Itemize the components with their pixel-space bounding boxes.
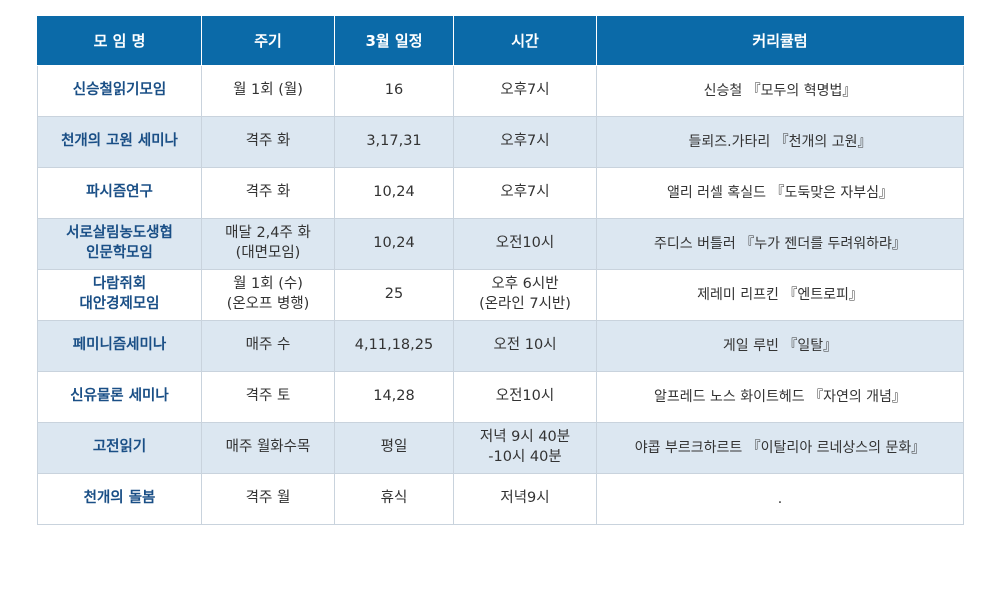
time-cell: 저녁9시 <box>453 473 597 525</box>
meeting-name-cell: 페미니즘세미나 <box>37 320 202 372</box>
cycle-cell: 격주 화 <box>201 167 335 219</box>
table-row: 고전읽기 매주 월화수목 평일 저녁 9시 40분 -10시 40분 야콥 부르… <box>37 422 964 474</box>
time-cell: 오전10시 <box>453 371 597 423</box>
curriculum-cell: 신승철 『모두의 혁명법』 <box>596 65 964 117</box>
header-cycle: 주기 <box>201 16 335 66</box>
table-row: 천개의 돌봄 격주 월 휴식 저녁9시 . <box>37 473 964 525</box>
meeting-name-cell: 파시즘연구 <box>37 167 202 219</box>
header-curriculum: 커리큘럼 <box>596 16 964 66</box>
meeting-name-cell: 신승철읽기모임 <box>37 65 202 117</box>
header-time: 시간 <box>453 16 597 66</box>
table-header: 모 임 명 주기 3월 일정 시간 커리큘럼 <box>37 16 964 66</box>
schedule-cell: 16 <box>334 65 454 117</box>
schedule-cell: 평일 <box>334 422 454 474</box>
cycle-cell: 격주 토 <box>201 371 335 423</box>
time-cell: 저녁 9시 40분 -10시 40분 <box>453 422 597 474</box>
meeting-name-cell: 신유물론 세미나 <box>37 371 202 423</box>
time-cell: 오후7시 <box>453 167 597 219</box>
schedule-cell: 25 <box>334 269 454 321</box>
schedule-cell: 10,24 <box>334 167 454 219</box>
schedule-cell: 휴식 <box>334 473 454 525</box>
meeting-name-cell: 고전읽기 <box>37 422 202 474</box>
cycle-cell: 격주 화 <box>201 116 335 168</box>
schedule-cell: 14,28 <box>334 371 454 423</box>
table-body: 신승철읽기모임 월 1회 (월) 16 오후7시 신승철 『모두의 혁명법』 천… <box>37 65 964 525</box>
curriculum-cell: 주디스 버틀러 『누가 젠더를 두려워하랴』 <box>596 218 964 270</box>
cycle-cell: 매주 월화수목 <box>201 422 335 474</box>
cycle-cell: 월 1회 (수) (온오프 병행) <box>201 269 335 321</box>
curriculum-cell: 제레미 리프킨 『엔트로피』 <box>596 269 964 321</box>
curriculum-cell: 들뢰즈.가타리 『천개의 고원』 <box>596 116 964 168</box>
time-cell: 오후 6시반 (온라인 7시반) <box>453 269 597 321</box>
curriculum-cell: 게일 루빈 『일탈』 <box>596 320 964 372</box>
schedule-cell: 3,17,31 <box>334 116 454 168</box>
curriculum-cell: 야콥 부르크하르트 『이탈리아 르네상스의 문화』 <box>596 422 964 474</box>
meeting-name-cell: 천개의 돌봄 <box>37 473 202 525</box>
header-meeting-name: 모 임 명 <box>37 16 202 66</box>
time-cell: 오후7시 <box>453 65 597 117</box>
table-row: 페미니즘세미나 매주 수 4,11,18,25 오전 10시 게일 루빈 『일탈… <box>37 320 964 372</box>
cycle-cell: 매주 수 <box>201 320 335 372</box>
meeting-schedule-table: 모 임 명 주기 3월 일정 시간 커리큘럼 신승철읽기모임 월 1회 (월) … <box>37 16 964 525</box>
cycle-cell: 격주 월 <box>201 473 335 525</box>
cycle-cell: 월 1회 (월) <box>201 65 335 117</box>
curriculum-cell: 알프레드 노스 화이트헤드 『자연의 개념』 <box>596 371 964 423</box>
meeting-name-cell: 천개의 고원 세미나 <box>37 116 202 168</box>
curriculum-cell: 앨리 러셀 혹실드 『도둑맞은 자부심』 <box>596 167 964 219</box>
header-row: 모 임 명 주기 3월 일정 시간 커리큘럼 <box>37 16 964 66</box>
schedule-cell: 10,24 <box>334 218 454 270</box>
header-march-schedule: 3월 일정 <box>334 16 454 66</box>
curriculum-cell: . <box>596 473 964 525</box>
meeting-name-cell: 서로살림농도생협 인문학모임 <box>37 218 202 270</box>
schedule-cell: 4,11,18,25 <box>334 320 454 372</box>
table-row: 천개의 고원 세미나 격주 화 3,17,31 오후7시 들뢰즈.가타리 『천개… <box>37 116 964 168</box>
table-row: 신유물론 세미나 격주 토 14,28 오전10시 알프레드 노스 화이트헤드 … <box>37 371 964 423</box>
time-cell: 오후7시 <box>453 116 597 168</box>
table-row: 서로살림농도생협 인문학모임 매달 2,4주 화 (대면모임) 10,24 오전… <box>37 218 964 270</box>
time-cell: 오전10시 <box>453 218 597 270</box>
table-row: 다람쥐회 대안경제모임 월 1회 (수) (온오프 병행) 25 오후 6시반 … <box>37 269 964 321</box>
cycle-cell: 매달 2,4주 화 (대면모임) <box>201 218 335 270</box>
time-cell: 오전 10시 <box>453 320 597 372</box>
table-row: 파시즘연구 격주 화 10,24 오후7시 앨리 러셀 혹실드 『도둑맞은 자부… <box>37 167 964 219</box>
meeting-name-cell: 다람쥐회 대안경제모임 <box>37 269 202 321</box>
table-row: 신승철읽기모임 월 1회 (월) 16 오후7시 신승철 『모두의 혁명법』 <box>37 65 964 117</box>
